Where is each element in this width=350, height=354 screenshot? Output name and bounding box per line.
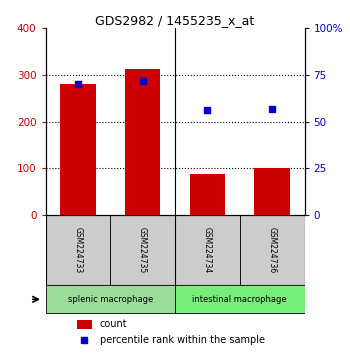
Text: splenic macrophage: splenic macrophage xyxy=(68,295,153,304)
Bar xyxy=(110,215,175,285)
Text: intestinal macrophage: intestinal macrophage xyxy=(193,295,287,304)
Point xyxy=(75,81,80,87)
Text: percentile rank within the sample: percentile rank within the sample xyxy=(100,335,265,345)
Bar xyxy=(60,84,96,215)
Bar xyxy=(254,168,290,215)
Bar xyxy=(240,215,304,285)
Bar xyxy=(77,320,92,329)
Bar xyxy=(125,69,160,215)
Text: count: count xyxy=(100,319,127,329)
Bar xyxy=(46,285,175,313)
Point xyxy=(270,106,275,112)
Text: GSM224733: GSM224733 xyxy=(74,227,82,273)
Text: GSM224734: GSM224734 xyxy=(203,227,212,273)
Title: GDS2982 / 1455235_x_at: GDS2982 / 1455235_x_at xyxy=(95,14,255,27)
Bar xyxy=(46,215,110,285)
Point xyxy=(82,337,87,342)
Bar xyxy=(175,285,304,313)
Point xyxy=(204,108,210,113)
Bar xyxy=(190,174,225,215)
Bar xyxy=(175,215,240,285)
Text: GSM224735: GSM224735 xyxy=(138,227,147,273)
Text: GSM224736: GSM224736 xyxy=(268,227,276,273)
Point xyxy=(140,78,146,84)
